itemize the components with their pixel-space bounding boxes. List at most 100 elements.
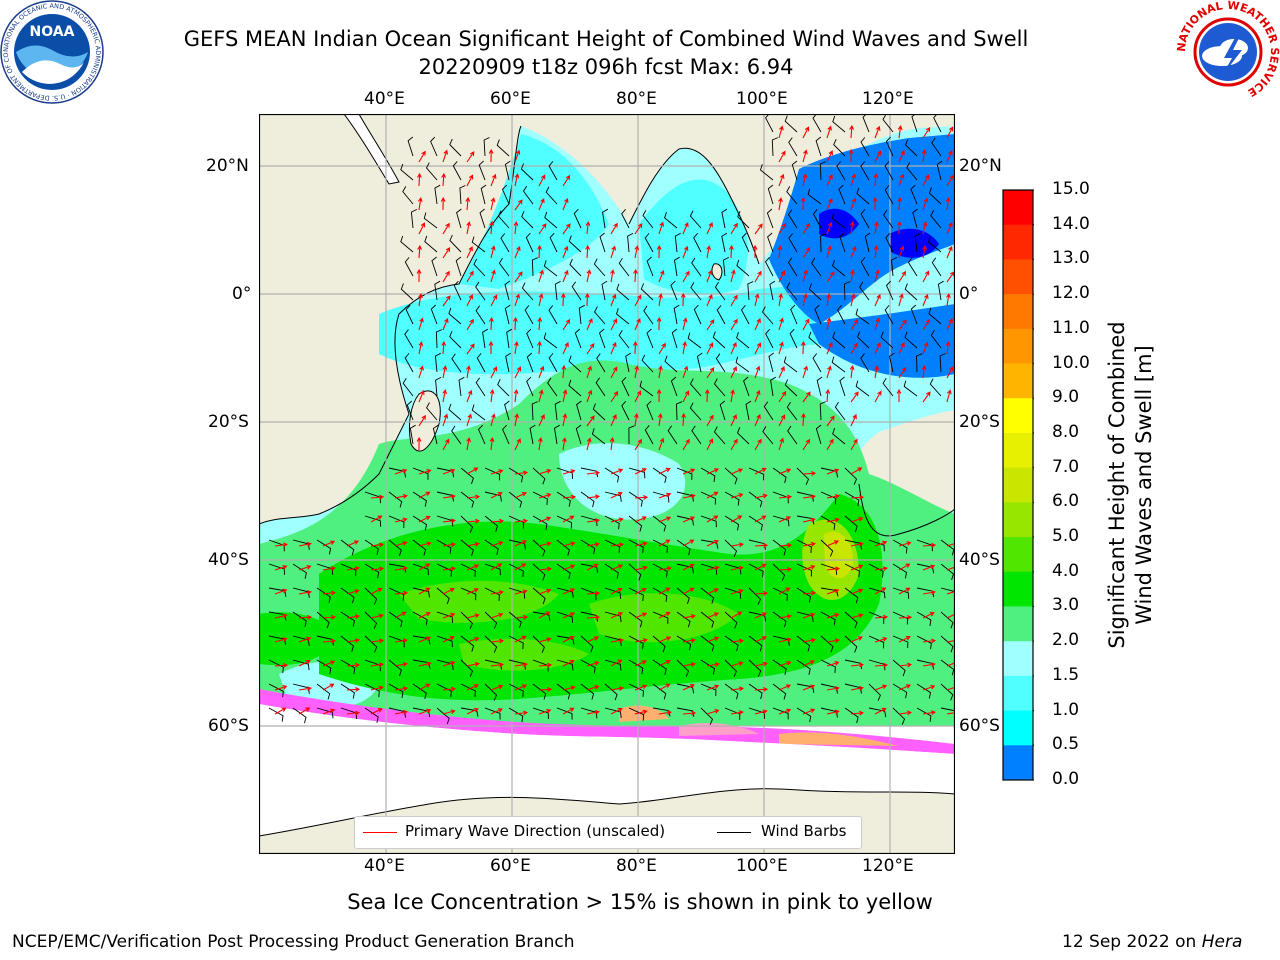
wind-barb: [843, 281, 851, 301]
wind-barb: [736, 259, 750, 277]
wave-direction-arrow: [706, 438, 714, 451]
wind-barb: [836, 161, 846, 181]
wave-direction-arrow: [898, 615, 913, 620]
wind-barb: [432, 424, 439, 445]
wind-barb: [722, 256, 730, 277]
wind-barb: [460, 683, 476, 698]
nws-logo: NATIONAL WEATHER SERVICE: [1175, 0, 1280, 104]
wind-barb: [340, 635, 355, 652]
wind-barb: [772, 467, 787, 484]
wave-direction-arrow: [322, 660, 336, 667]
wind-barb: [484, 587, 500, 601]
wind-barb: [482, 328, 489, 349]
wind-barb: [868, 563, 884, 578]
wind-barb: [652, 659, 667, 676]
wind-barb: [409, 424, 416, 445]
wind-barb: [556, 491, 571, 507]
wave-direction-arrow: [898, 541, 912, 547]
wave-direction-arrow: [634, 684, 648, 691]
wave-direction-arrow: [562, 342, 569, 355]
wind-barb: [940, 539, 955, 556]
wind-barb: [412, 467, 429, 480]
wind-barb: [268, 707, 284, 722]
wind-barb: [673, 304, 680, 325]
wind-barb: [556, 515, 573, 529]
wave-direction-arrow: [730, 318, 738, 331]
wind-barb: [860, 353, 870, 373]
wind-barb: [820, 233, 827, 253]
wind-barb: [882, 377, 894, 397]
wind-barb: [888, 352, 895, 373]
wind-barb: [473, 258, 486, 277]
wave-direction-arrow: [850, 710, 865, 716]
wave-direction-arrow: [682, 390, 690, 403]
wave-direction-arrow: [682, 221, 689, 235]
lat-tick-left-0: 0°: [232, 284, 252, 304]
wave-direction-arrow: [370, 566, 385, 572]
wind-barb: [831, 212, 846, 229]
wave-direction-arrow: [632, 340, 638, 355]
wind-barb: [602, 208, 609, 229]
wave-direction-arrow: [658, 566, 672, 571]
wind-barb: [691, 257, 702, 277]
wave-direction-arrow: [682, 438, 690, 451]
wind-barb: [884, 305, 894, 325]
wind-barb: [772, 611, 787, 628]
wave-direction-arrow: [418, 563, 431, 571]
wind-barb: [860, 257, 870, 277]
wave-direction-arrow: [898, 245, 905, 259]
wind-barb: [500, 233, 510, 253]
wind-barb: [789, 328, 798, 349]
wind-barb: [593, 258, 606, 277]
wave-direction-arrow: [610, 587, 623, 595]
wave-direction-arrow: [538, 293, 544, 307]
wind-barb: [790, 304, 798, 325]
wave-direction-arrow: [322, 638, 337, 644]
wave-direction-arrow: [730, 686, 745, 692]
wind-barb: [844, 587, 859, 604]
wave-direction-arrow: [706, 684, 720, 691]
wave-direction-arrow: [538, 269, 544, 283]
wind-barb: [628, 683, 644, 697]
wave-direction-arrow: [466, 588, 479, 595]
wave-direction-arrow: [872, 196, 878, 211]
wind-barb: [652, 683, 667, 700]
wind-barb: [820, 659, 836, 674]
wave-direction-arrow: [634, 294, 642, 307]
wave-direction-arrow: [585, 244, 590, 259]
wave-direction-arrow: [658, 342, 666, 355]
wave-direction-arrow: [922, 710, 937, 716]
wind-barb: [508, 563, 524, 578]
wind-barb: [628, 491, 643, 507]
colorbar-segment: [1003, 398, 1033, 434]
wave-direction-arrow: [778, 270, 786, 283]
wave-direction-arrow: [586, 709, 600, 715]
wave-direction-arrow: [777, 244, 783, 259]
wind-barb: [700, 683, 717, 696]
wave-direction-arrow: [562, 685, 576, 691]
wave-direction-arrow: [416, 436, 422, 451]
footer-branch: NCEP/EMC/Verification Post Processing Pr…: [12, 932, 575, 952]
wind-barb: [522, 185, 534, 205]
wind-barb: [768, 352, 774, 373]
wind-barb: [788, 233, 798, 253]
wind-barb: [820, 539, 834, 557]
wind-barb: [568, 379, 582, 397]
wave-direction-arrow: [754, 223, 763, 235]
legend-wave-swatch: [363, 832, 397, 833]
wave-direction-arrow: [274, 542, 289, 548]
wave-direction-arrow: [802, 269, 808, 283]
wave-direction-arrow: [586, 437, 592, 451]
wave-direction-arrow: [274, 663, 289, 668]
wind-barb: [652, 587, 668, 602]
wave-direction-arrow: [370, 587, 383, 595]
wind-barb: [700, 467, 716, 482]
wind-barb: [604, 707, 622, 719]
wave-direction-arrow: [826, 221, 833, 235]
wave-direction-arrow: [586, 317, 593, 331]
wind-barb: [904, 283, 918, 301]
wind-barb: [940, 611, 954, 629]
wave-direction-arrow: [682, 468, 696, 475]
wave-direction-arrow: [489, 436, 495, 451]
wind-barb: [940, 707, 955, 712]
